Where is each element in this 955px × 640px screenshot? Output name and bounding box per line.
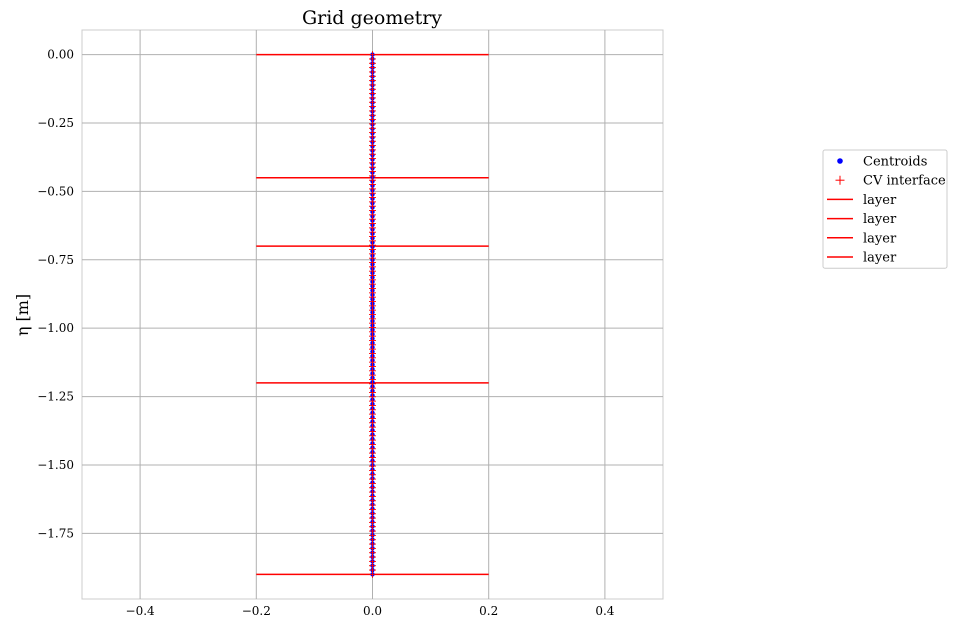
y-axis-label: η [m] — [13, 294, 32, 336]
legend-label: layer — [863, 193, 897, 208]
legend-box — [822, 149, 948, 269]
y-tick-label: −0.50 — [37, 184, 74, 198]
x-tick-label: 0.0 — [363, 604, 382, 618]
data-layer — [256, 51, 489, 578]
y-tick-label: 0.00 — [47, 48, 74, 62]
legend-label: Centroids — [863, 155, 927, 170]
legend-label: layer — [863, 231, 897, 246]
legend-label: layer — [863, 212, 897, 227]
legend: Centroids CV interface layer layer layer laye… — [822, 149, 948, 269]
x-tick-label: 0.2 — [479, 604, 498, 618]
legend-plus-icon — [835, 175, 845, 185]
y-tick-label: −1.25 — [37, 390, 74, 404]
cv-interface-point — [369, 51, 376, 59]
legend-label: layer — [863, 251, 897, 266]
chart-title: Grid geometry — [302, 7, 442, 29]
x-tick-label: −0.2 — [242, 604, 271, 618]
tick-labels: −0.4 −0.2 0.0 0.2 0.4 0.00 −0.25 −0.50 −0.75 −1.0… — [37, 48, 615, 618]
y-tick-label: −1.75 — [37, 526, 74, 540]
legend-label: CV interface — [863, 174, 946, 189]
x-tick-label: 0.4 — [595, 604, 614, 618]
y-tick-label: −0.75 — [37, 253, 74, 267]
legend-dot-icon — [837, 158, 843, 164]
y-tick-label: −1.00 — [37, 321, 74, 335]
y-tick-label: −1.50 — [37, 458, 74, 472]
y-tick-label: −0.25 — [37, 116, 74, 130]
x-tick-label: −0.4 — [126, 604, 156, 618]
